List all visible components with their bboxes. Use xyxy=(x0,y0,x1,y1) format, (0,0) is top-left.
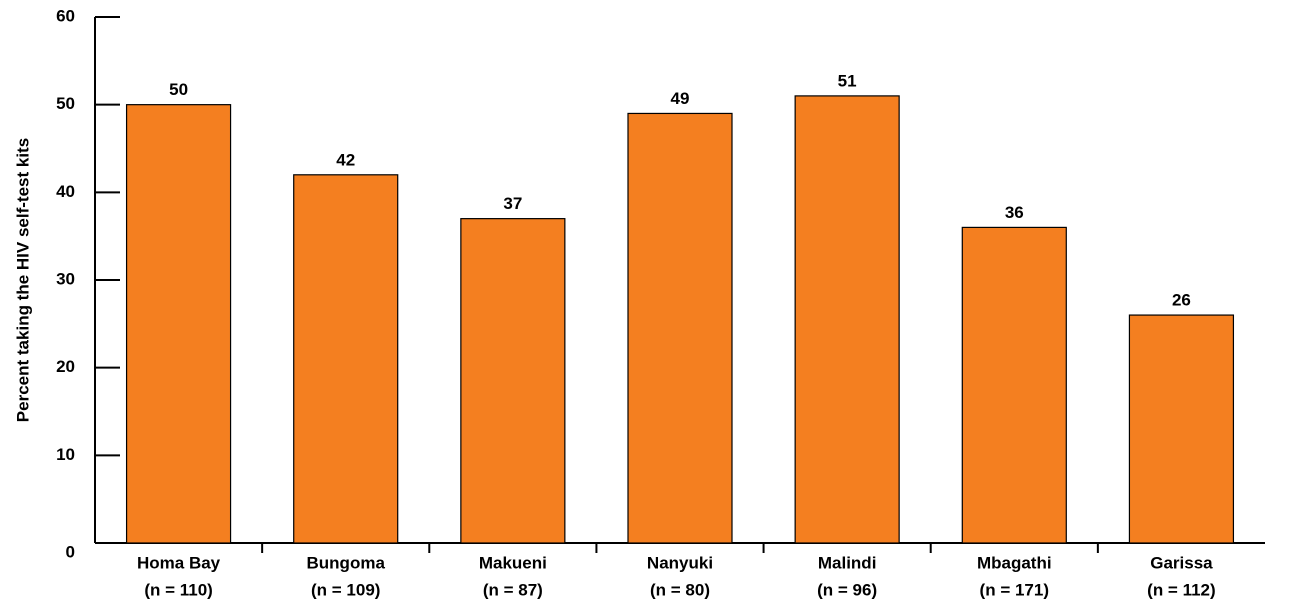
x-tick-label: Nanyuki xyxy=(647,553,713,572)
y-tick-label: 10 xyxy=(56,445,75,464)
x-tick-label: (n = 96) xyxy=(817,580,877,599)
value-label: 51 xyxy=(838,71,857,90)
bar xyxy=(293,174,399,544)
x-tick-label: Malindi xyxy=(818,553,877,572)
x-tick-label: (n = 80) xyxy=(650,580,710,599)
bar xyxy=(627,112,733,544)
x-tick-label: Homa Bay xyxy=(137,553,221,572)
y-tick-label: 40 xyxy=(56,182,75,201)
value-label: 37 xyxy=(503,194,522,213)
x-tick-label: Mbagathi xyxy=(977,553,1052,572)
x-tick-label: Bungoma xyxy=(307,553,386,572)
x-tick-label: (n = 87) xyxy=(483,580,543,599)
value-label: 26 xyxy=(1172,291,1191,310)
x-tick-label: (n = 171) xyxy=(980,580,1049,599)
bar xyxy=(125,104,232,544)
x-tick-label: (n = 109) xyxy=(311,580,380,599)
y-tick-label: 50 xyxy=(56,94,75,113)
bar xyxy=(961,226,1067,544)
bar xyxy=(794,95,900,544)
y-tick-label: 30 xyxy=(56,269,75,288)
value-label: 50 xyxy=(169,80,188,99)
y-axis-label: Percent taking the HIV self-test kits xyxy=(13,138,32,422)
x-tick-label: Makueni xyxy=(479,553,547,572)
x-tick-label: Garissa xyxy=(1150,553,1213,572)
bar xyxy=(460,218,566,544)
value-label: 49 xyxy=(671,89,690,108)
bar xyxy=(1128,314,1235,544)
x-tick-label: (n = 110) xyxy=(144,580,213,599)
y-tick-label: 20 xyxy=(56,357,75,376)
x-tick-label: (n = 112) xyxy=(1147,580,1216,599)
y-tick-label: 60 xyxy=(56,6,75,25)
y-tick-label: 0 xyxy=(66,542,75,561)
value-label: 42 xyxy=(336,150,355,169)
value-label: 36 xyxy=(1005,203,1024,222)
